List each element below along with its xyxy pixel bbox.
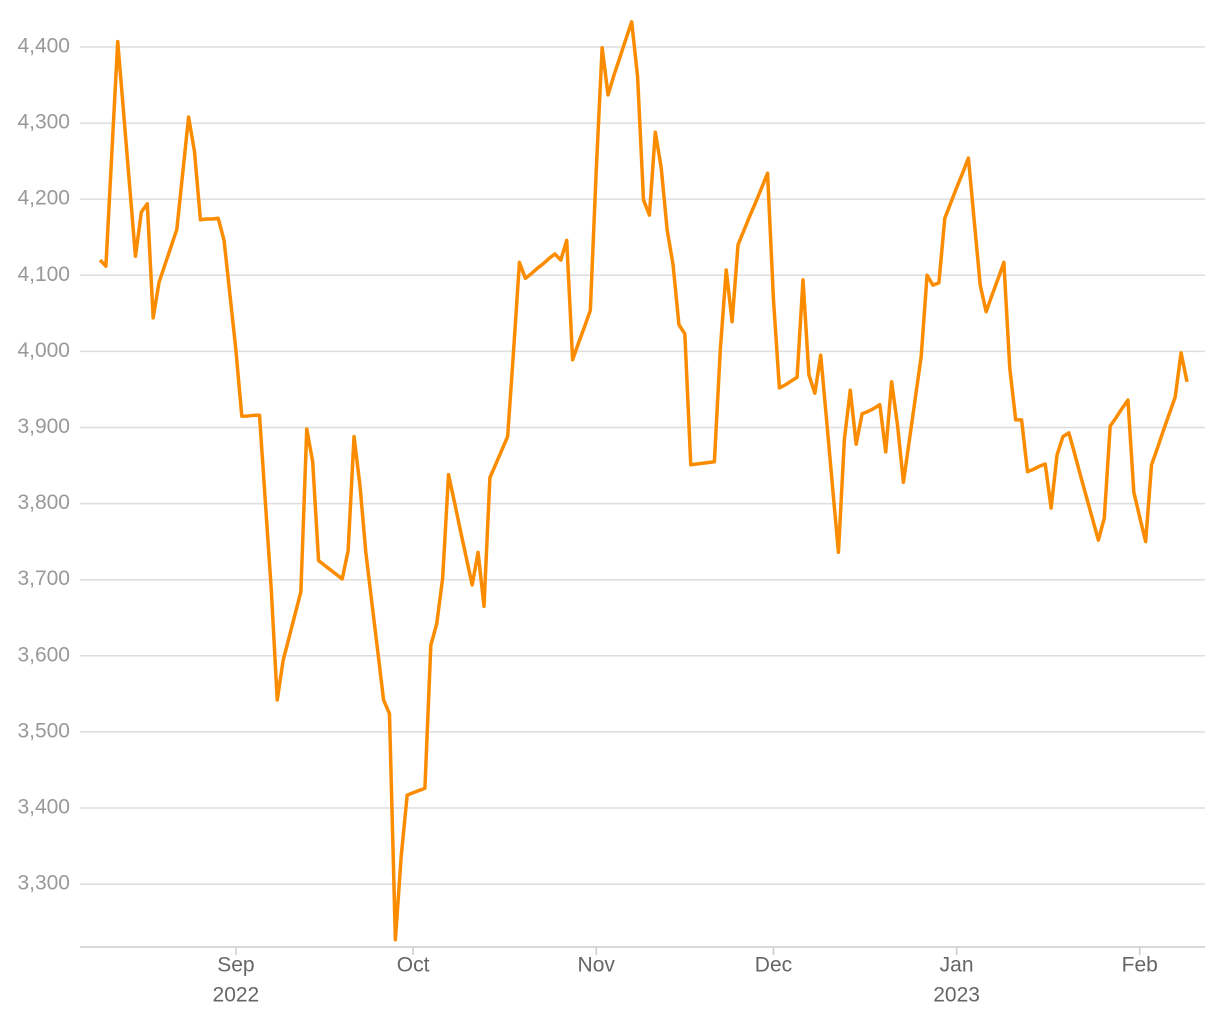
x-year-label: 2022 <box>213 984 260 1007</box>
y-tick-label: 4,400 <box>17 35 70 58</box>
y-tick-label: 3,900 <box>17 415 70 438</box>
x-tick-label: Jan <box>940 954 974 977</box>
x-tick-label: Dec <box>755 954 792 977</box>
x-tick-label: Oct <box>397 954 430 977</box>
x-year-label: 2023 <box>933 984 980 1007</box>
y-tick-label: 4,100 <box>17 263 70 286</box>
y-tick-label: 4,000 <box>17 339 70 362</box>
y-tick-label: 4,200 <box>17 187 70 210</box>
y-tick-label: 3,500 <box>17 719 70 742</box>
x-tick-label: Feb <box>1122 954 1158 977</box>
y-tick-label: 3,400 <box>17 796 70 819</box>
y-tick-label: 3,700 <box>17 567 70 590</box>
line <box>98 20 1189 942</box>
y-tick-label: 3,800 <box>17 491 70 514</box>
x-tick-label: Nov <box>578 954 616 977</box>
y-tick-label: 3,300 <box>17 872 70 895</box>
x-tick-label: Sep <box>217 954 254 977</box>
y-tick-label: 3,600 <box>17 643 70 666</box>
y-tick-label: 4,300 <box>17 111 70 134</box>
